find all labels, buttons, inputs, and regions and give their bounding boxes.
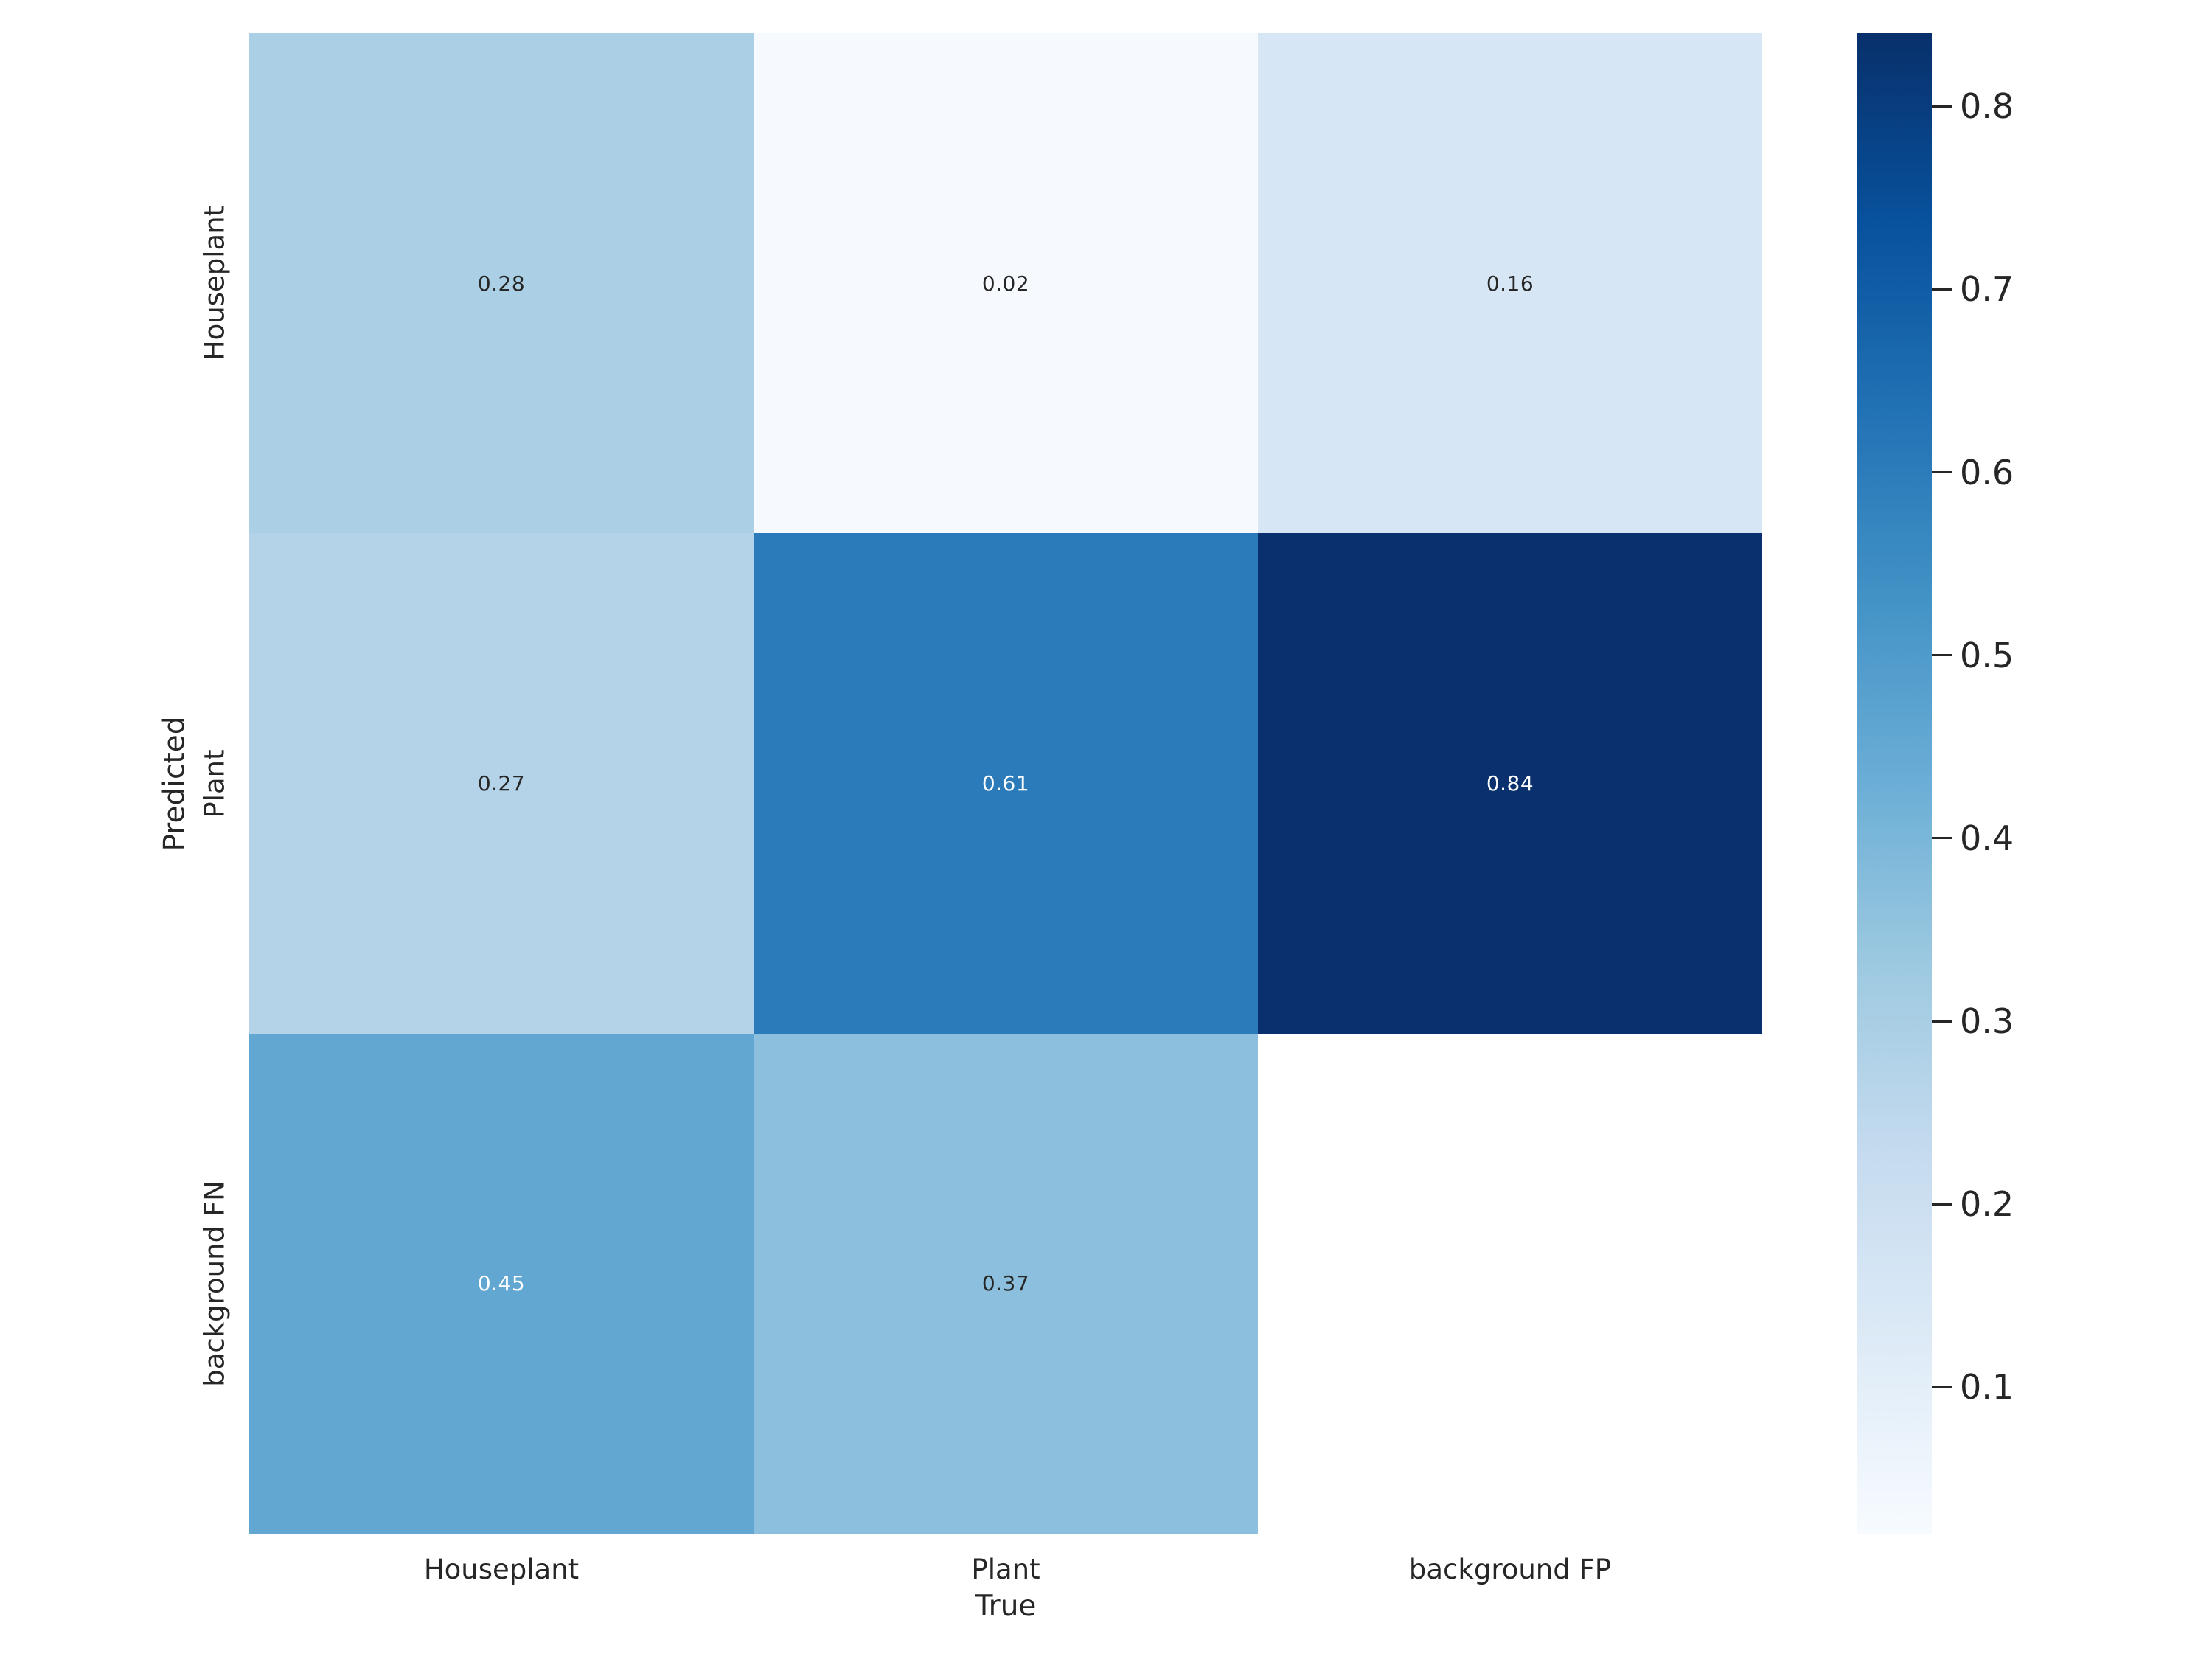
heatmap-cell-r2c0: 0.45 — [249, 1033, 754, 1534]
cell-value: 0.02 — [981, 271, 1030, 296]
colorbar-tick-mark-3 — [1932, 654, 1952, 657]
heatmap-cell-r0c0: 0.28 — [249, 33, 754, 534]
heatmap-cell-r0c2: 0.16 — [1258, 33, 1762, 534]
colorbar-tick-label-4: 0.4 — [1960, 818, 2014, 858]
colorbar-tick-label-2: 0.6 — [1960, 452, 2014, 493]
colorbar-tick-mark-6 — [1932, 1203, 1952, 1206]
colorbar-tick-mark-5 — [1932, 1020, 1952, 1023]
heatmap-cell-r1c1: 0.61 — [754, 533, 1258, 1034]
heatmap-cell-r2c2 — [1258, 1033, 1762, 1534]
colorbar-tick-mark-2 — [1932, 471, 1952, 474]
cell-value: 0.45 — [477, 1271, 526, 1296]
x-tick-label-2: background FP — [1408, 1554, 1612, 1585]
colorbar — [1857, 33, 1932, 1534]
y-tick-label-2: background FN — [198, 1180, 231, 1387]
cell-value: 0.84 — [1486, 771, 1534, 796]
x-tick-label-0: Houseplant — [423, 1554, 580, 1585]
colorbar-tick-label-6: 0.2 — [1960, 1184, 2014, 1225]
x-axis-label: True — [975, 1590, 1037, 1623]
colorbar-tick-mark-0 — [1932, 105, 1952, 108]
cell-value: 0.16 — [1486, 271, 1534, 296]
heatmap-cell-r0c1: 0.02 — [754, 33, 1258, 534]
y-tick-label-1: Plant — [198, 748, 231, 818]
colorbar-tick-label-5: 0.3 — [1960, 1001, 2014, 1042]
colorbar-tick-mark-1 — [1932, 288, 1952, 291]
colorbar-tick-label-3: 0.5 — [1960, 635, 2014, 675]
colorbar-tick-label-1: 0.7 — [1960, 269, 2014, 310]
y-tick-label-0: Houseplant — [198, 205, 231, 361]
cell-value: 0.37 — [981, 1271, 1030, 1296]
colorbar-tick-label-7: 0.1 — [1960, 1367, 2014, 1408]
x-tick-label-1: Plant — [971, 1554, 1040, 1585]
colorbar-tick-mark-7 — [1932, 1385, 1952, 1388]
heatmap-cell-r1c0: 0.27 — [249, 533, 754, 1034]
heatmap-cell-r2c1: 0.37 — [754, 1033, 1258, 1534]
colorbar-tick-mark-4 — [1932, 837, 1952, 840]
colorbar-tick-label-0: 0.8 — [1960, 86, 2014, 127]
cell-value: 0.28 — [477, 271, 526, 296]
cell-value: 0.27 — [477, 771, 526, 796]
cell-value: 0.61 — [981, 771, 1030, 796]
heatmap-cell-r1c2: 0.84 — [1258, 533, 1762, 1034]
y-axis-label: Predicted — [158, 715, 192, 852]
